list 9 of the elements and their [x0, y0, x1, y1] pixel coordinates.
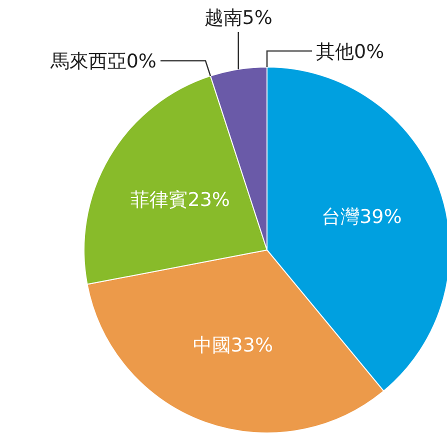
data-label: 5% [242, 7, 272, 29]
slice-label: 台灣 [322, 206, 360, 228]
data-label: 33% [230, 334, 274, 357]
slice-label: 菲律賓 [130, 188, 188, 211]
data-label: 39% [360, 206, 402, 228]
slice-label: 越南 [204, 7, 242, 29]
legend-label: 其他 [316, 41, 354, 63]
slice-label: 中國 [192, 334, 231, 357]
data-label: 23% [188, 188, 230, 211]
